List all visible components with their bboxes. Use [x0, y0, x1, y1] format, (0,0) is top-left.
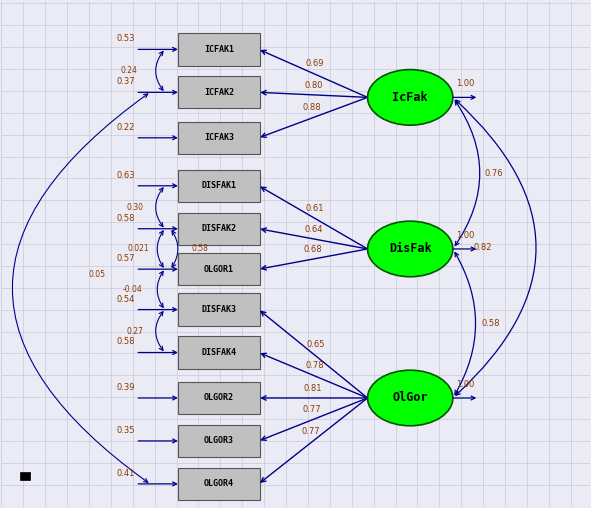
Ellipse shape [368, 370, 453, 426]
Text: 0.63: 0.63 [116, 171, 135, 180]
Text: IcFak: IcFak [392, 91, 428, 104]
FancyBboxPatch shape [178, 336, 259, 369]
Text: 0.82: 0.82 [473, 243, 492, 252]
Text: 0.22: 0.22 [117, 123, 135, 132]
Text: DisFak: DisFak [389, 242, 431, 256]
FancyBboxPatch shape [178, 425, 259, 457]
Text: 0.30: 0.30 [126, 203, 144, 212]
FancyBboxPatch shape [178, 76, 259, 109]
Text: 1.00: 1.00 [456, 380, 474, 389]
Text: 0.24: 0.24 [121, 67, 138, 75]
Text: 0.53: 0.53 [116, 35, 135, 43]
FancyBboxPatch shape [20, 472, 30, 481]
Text: 0.64: 0.64 [304, 225, 323, 234]
Text: DISFAK1: DISFAK1 [202, 181, 236, 190]
FancyBboxPatch shape [178, 253, 259, 285]
Text: 0.41: 0.41 [117, 469, 135, 478]
Text: 0.27: 0.27 [127, 327, 144, 336]
Text: 0.76: 0.76 [485, 169, 504, 178]
Text: 0.57: 0.57 [116, 254, 135, 263]
Ellipse shape [368, 221, 453, 277]
Text: 0.39: 0.39 [116, 383, 135, 392]
Text: 0.69: 0.69 [306, 59, 324, 69]
FancyBboxPatch shape [178, 121, 259, 154]
Text: 0.58: 0.58 [116, 337, 135, 346]
Text: 0.021: 0.021 [127, 244, 149, 253]
Text: ICFAK3: ICFAK3 [204, 133, 234, 142]
Text: 0.88: 0.88 [303, 104, 321, 112]
Text: 0.65: 0.65 [306, 340, 325, 350]
Text: 0.78: 0.78 [306, 361, 324, 370]
Text: 0.54: 0.54 [117, 295, 135, 303]
FancyBboxPatch shape [178, 170, 259, 202]
Text: DISFAK3: DISFAK3 [202, 305, 236, 314]
Text: ICFAK2: ICFAK2 [204, 88, 234, 97]
Text: 0.68: 0.68 [303, 245, 322, 254]
Text: DISFAK4: DISFAK4 [202, 348, 236, 357]
Text: 0.81: 0.81 [304, 384, 323, 393]
Text: 0.58: 0.58 [482, 319, 501, 328]
Text: -0.04: -0.04 [122, 285, 142, 294]
Text: OLGOR3: OLGOR3 [204, 436, 234, 446]
Text: 0.61: 0.61 [306, 204, 324, 212]
Text: OLGOR4: OLGOR4 [204, 480, 234, 488]
FancyBboxPatch shape [178, 382, 259, 414]
Text: OLGOR1: OLGOR1 [204, 265, 234, 274]
Text: OlGor: OlGor [392, 392, 428, 404]
Ellipse shape [368, 70, 453, 125]
Text: 1.00: 1.00 [456, 231, 474, 240]
FancyBboxPatch shape [178, 468, 259, 500]
Text: 0.77: 0.77 [301, 427, 320, 436]
Text: 0.58: 0.58 [116, 214, 135, 223]
FancyBboxPatch shape [178, 212, 259, 245]
Text: 0.80: 0.80 [304, 80, 323, 89]
Text: ICFAK1: ICFAK1 [204, 45, 234, 54]
Text: 0.58: 0.58 [191, 244, 208, 253]
Text: 0.77: 0.77 [303, 405, 321, 415]
Text: 1.00: 1.00 [456, 79, 474, 88]
FancyBboxPatch shape [178, 33, 259, 66]
FancyBboxPatch shape [178, 294, 259, 326]
Text: OLGOR2: OLGOR2 [204, 394, 234, 402]
Text: 0.35: 0.35 [116, 426, 135, 435]
Text: 0.05: 0.05 [89, 270, 105, 279]
Text: 0.37: 0.37 [116, 77, 135, 86]
Text: DISFAK2: DISFAK2 [202, 224, 236, 233]
